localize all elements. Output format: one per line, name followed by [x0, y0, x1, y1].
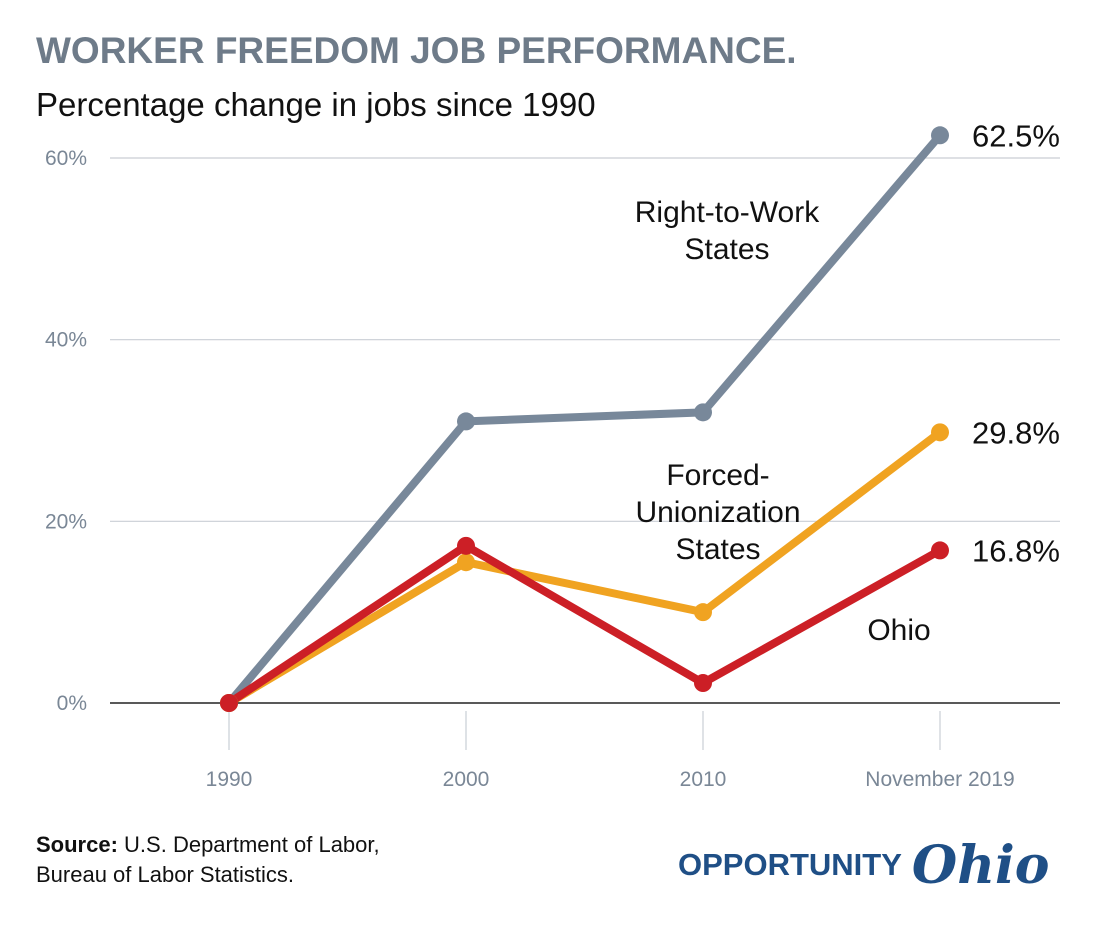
- y-tick-label: 40%: [45, 329, 87, 352]
- y-axis-ticks: 0% 20% 40% 60%: [45, 147, 87, 715]
- x-tick-label: 1990: [206, 768, 253, 791]
- y-tick-label: 0%: [57, 692, 87, 715]
- x-tick-label: 2000: [443, 768, 490, 791]
- source-line-1: U.S. Department of Labor,: [124, 832, 380, 857]
- series-points: [220, 126, 949, 712]
- data-point: [457, 536, 475, 555]
- x-axis-ticks: 1990 2000 2010 November 2019: [206, 768, 1015, 791]
- series-name-label: Forced-: [666, 459, 769, 492]
- logo-script: Ohio: [911, 834, 1050, 896]
- logo-word: OPPORTUNITY: [678, 847, 902, 882]
- x-tick-label: November 2019: [865, 768, 1014, 791]
- data-point: [931, 423, 949, 442]
- series-line: [225, 541, 944, 707]
- series-labels: 62.5% 29.8% 16.8% Right-to-Work States Forced…: [635, 118, 1060, 647]
- series-name-label: Ohio: [867, 614, 930, 647]
- data-point: [931, 126, 949, 145]
- series-name-label: Unionization: [635, 496, 800, 529]
- data-point: [457, 412, 475, 431]
- end-value-label: 29.8%: [972, 415, 1060, 450]
- opportunity-ohio-logo: OPPORTUNITY Ohio: [678, 830, 1049, 900]
- series-name-label: Right-to-Work: [635, 196, 820, 229]
- series-line: [225, 131, 944, 707]
- data-point: [694, 674, 712, 693]
- series-lines: [225, 131, 944, 707]
- grid-lines: [110, 157, 1060, 750]
- data-point: [694, 603, 712, 622]
- source-line-2: Bureau of Labor Statistics.: [36, 862, 295, 887]
- chart-subtitle: Percentage change in jobs since 1990: [36, 86, 596, 123]
- data-point: [931, 541, 949, 560]
- y-tick-label: 60%: [45, 147, 87, 170]
- series-line: [225, 428, 944, 707]
- series-name-label: States: [675, 533, 760, 566]
- y-tick-label: 20%: [45, 510, 87, 533]
- data-point: [457, 553, 475, 572]
- x-tick-label: 2010: [680, 768, 727, 791]
- source-label: Source:: [36, 832, 118, 857]
- end-value-label: 62.5%: [972, 118, 1060, 153]
- end-value-label: 16.8%: [972, 533, 1060, 568]
- series-name-label: States: [684, 233, 769, 266]
- data-point: [220, 694, 238, 712]
- chart-title: WORKER FREEDOM JOB PERFORMANCE.: [36, 30, 797, 71]
- source-note: Source: U.S. Department of Labor, Bureau…: [36, 830, 380, 890]
- data-point: [694, 403, 712, 422]
